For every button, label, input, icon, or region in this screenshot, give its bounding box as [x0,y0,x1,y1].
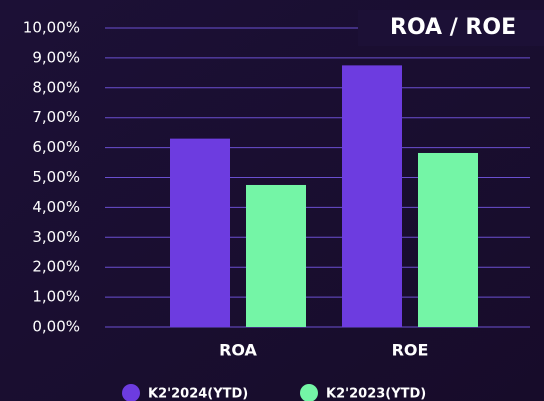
bar [342,65,402,327]
y-tick-label: 4,00% [32,198,80,216]
y-tick-label: 8,00% [32,78,80,96]
legend-label: K2'2024(YTD) [148,387,248,401]
y-tick-label: 0,00% [32,318,80,336]
title-backdrop [358,10,544,46]
y-tick-label: 9,00% [32,48,80,66]
plot: 0,00% 1,00% 2,00% 3,00% 4,00% 5,00% 6,00% 7,00%… [23,19,530,401]
y-tick-label: 10,00% [23,19,80,37]
y-tick-label: 5,00% [32,168,80,186]
x-tick-label: ROE [392,341,429,360]
legend-marker [300,384,318,401]
legend-label: K2'2023(YTD) [326,387,426,401]
y-tick-label: 1,00% [32,288,80,306]
x-tick-label: ROA [219,341,257,360]
y-tick-label: 2,00% [32,258,80,276]
y-tick-label: 3,00% [32,228,80,246]
bar [418,152,478,327]
bar [246,184,306,327]
y-tick-label: 7,00% [32,108,80,126]
chart-title: ROA / ROE [390,15,516,40]
legend-marker [122,384,140,401]
y-tick-label: 6,00% [32,138,80,156]
bar [170,138,230,327]
